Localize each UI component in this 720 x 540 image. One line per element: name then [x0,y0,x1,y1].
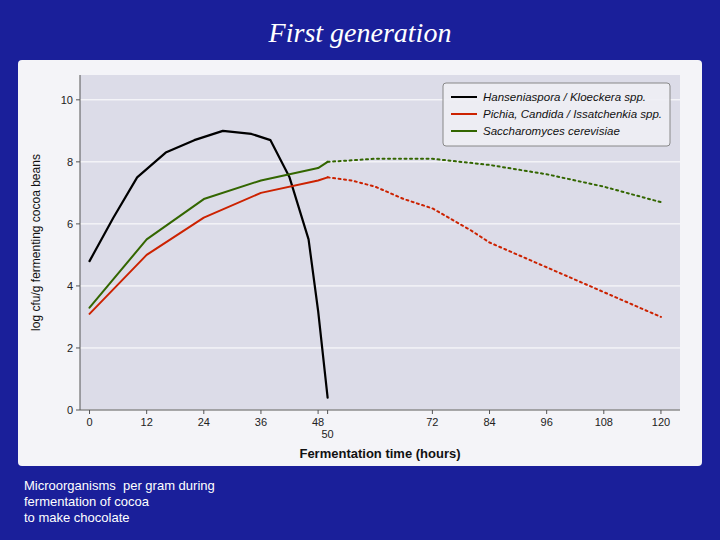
grid-line [80,161,680,162]
x-tick [546,410,547,414]
grid-line [80,347,680,348]
series-line [328,177,661,317]
legend: Hanseniaspora / Kloeckera spp. Pichia, Ca… [443,83,670,146]
y-tick-label: 2 [67,342,73,354]
x-tick-label: 120 [652,416,670,428]
y-tick [76,347,80,348]
legend-handle [451,130,477,132]
y-tick-label: 6 [67,218,73,230]
x-tick-label: 72 [426,416,438,428]
legend-label: Saccharomyces cerevisiae [483,125,620,137]
y-tick [76,99,80,100]
title: First generation [268,17,452,48]
y-tick [76,410,80,411]
x-tick [260,410,261,414]
x-tick-label: 0 [86,416,92,428]
y-axis-line [80,75,81,410]
y-axis-label: log cfu/g fermenting cocoa beans [29,154,43,331]
y-tick [76,161,80,162]
x-tick-label: 36 [255,416,267,428]
legend-label: Hanseniaspora / Kloeckera spp. [483,91,646,103]
x-tick [318,410,319,414]
x-tick-label: 24 [198,416,210,428]
y-tick-label: 8 [67,156,73,168]
x-tick [203,410,204,414]
x-tick [432,410,433,414]
series-line [90,162,328,308]
x-tick-label: 48 [312,416,324,428]
y-tick-label: 0 [67,404,73,416]
x-tick [89,410,90,414]
subtitle-line: fermentation of cocoa [24,494,150,509]
x-tick [327,410,328,414]
x-tick [146,410,147,414]
y-tick [76,285,80,286]
x-tick [489,410,490,414]
legend-handle [451,113,477,115]
legend-label: Pichia, Candida / Issatchenkia spp. [483,108,662,120]
x-tick [660,410,661,414]
series-line [90,131,328,398]
grid-line [80,410,680,411]
x-tick-label: 96 [541,416,553,428]
chart: First generation024681001224364850728496… [0,0,720,540]
legend-box [443,83,670,146]
x-tick-label: 12 [141,416,153,428]
plot-background [80,75,680,410]
y-tick-label: 10 [61,94,73,106]
x-axis-line [80,410,680,411]
x-tick [603,410,604,414]
slide-background [0,0,720,540]
subtitle-line: to make chocolate [24,510,130,525]
y-tick [76,223,80,224]
subtitle-line: Microorganisms per gram during [24,478,215,493]
series-line [328,159,661,202]
x-axis-label: Fermentation time (hours) [299,446,460,461]
lines [90,131,661,398]
x-tick-label: 84 [483,416,495,428]
chart-panel [18,60,702,466]
x-tick-label: 50 [321,428,333,440]
y-tick-label: 4 [67,280,73,292]
x-tick-label: 108 [595,416,613,428]
legend-handle [451,96,477,98]
